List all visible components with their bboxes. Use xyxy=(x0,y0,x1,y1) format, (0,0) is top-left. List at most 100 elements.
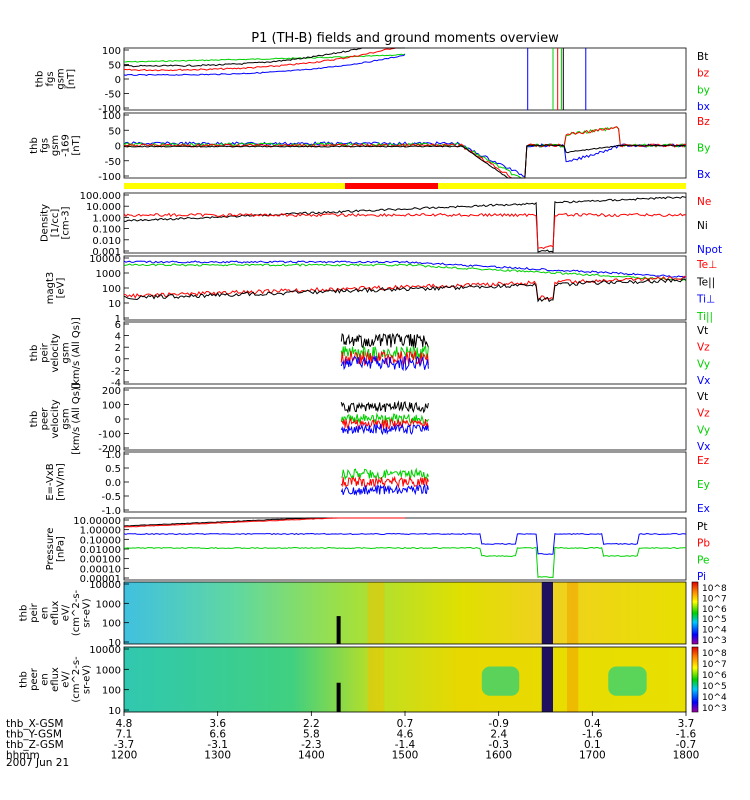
y-tick-label: 2 xyxy=(115,343,121,354)
legend-entry: by xyxy=(697,84,710,96)
y-axis-label: thb xyxy=(29,411,40,428)
panel-3: 100.00010.0001.0000.1000.0100.001 Density… xyxy=(40,191,723,258)
x-row-value: 0.1 xyxy=(584,739,601,751)
y-tick-label: 0.001 xyxy=(92,247,121,258)
y-tick-label: 1000 xyxy=(96,269,121,280)
legend-entry: Ex xyxy=(697,503,710,515)
legend-entry: Vx xyxy=(697,441,710,453)
y-axis-label: Pressure xyxy=(45,528,56,571)
y-axis-label: E=-VxB xyxy=(45,463,56,500)
y-tick-label: 10000 xyxy=(89,580,121,591)
legend-entry: bz xyxy=(697,68,710,80)
legend-entry: Vz xyxy=(697,342,710,354)
colorbar-label: 10^4 xyxy=(702,626,727,636)
y-tick-label: -0.5 xyxy=(101,492,121,503)
colorbar xyxy=(691,581,699,645)
y-axis-label: (cm^2-s- xyxy=(71,656,82,703)
x-row-value: 6.6 xyxy=(209,729,226,741)
colorbar-label: 10^5 xyxy=(702,615,727,625)
y-tick-label: 200 xyxy=(102,386,121,397)
y-tick-label: 10 xyxy=(108,638,121,649)
trace-black xyxy=(340,332,429,349)
x-row-value: 3.7 xyxy=(678,718,695,730)
y-axis-label: peir xyxy=(29,602,40,622)
y-axis-label: [eV] xyxy=(55,278,66,299)
spectrogram-blob xyxy=(608,666,647,696)
y-tick-label: -4 xyxy=(111,378,121,389)
x-row-value: -0.3 xyxy=(488,739,509,751)
x-row-value: -1.4 xyxy=(395,739,416,751)
trace-bz xyxy=(124,47,405,72)
y-axis-label: [1/cc] xyxy=(50,209,61,238)
y-tick-label: 1 xyxy=(115,314,121,325)
spectrogram-dropout xyxy=(541,582,553,644)
spectrogram-band xyxy=(367,582,385,644)
colorbar-label: 10^4 xyxy=(702,693,727,703)
y-tick-label: 100 xyxy=(102,284,121,295)
panel-frame xyxy=(123,192,687,254)
legend-entry: bx xyxy=(697,101,710,113)
spectrogram-band xyxy=(367,647,385,712)
trace-black xyxy=(340,400,429,414)
trace-Pe xyxy=(124,546,686,578)
y-tick-label: 0.00010 xyxy=(80,564,121,575)
y-axis-label: thb xyxy=(29,137,40,154)
trace-Bt xyxy=(124,47,405,68)
legend-entry: Npot xyxy=(697,244,722,256)
legend-entry: Te⊥ xyxy=(696,259,717,271)
y-axis-label: en xyxy=(40,673,51,686)
legend-entry: Vz xyxy=(697,408,710,420)
trace-red xyxy=(341,417,429,431)
y-axis-label: gsm xyxy=(61,342,72,363)
y-tick-label: -100 xyxy=(98,172,121,183)
mode-bar-red xyxy=(345,183,438,189)
y-tick-label: 100 xyxy=(102,401,121,412)
chart-title: P1 (TH-B) fields and ground moments over… xyxy=(251,31,559,46)
x-row-value: -0.9 xyxy=(488,718,509,730)
y-axis-label: fgs xyxy=(45,71,56,86)
y-axis-label: [mV/m] xyxy=(55,463,66,501)
legend-entry: Pb xyxy=(697,538,710,550)
legend-entry: Ti|| xyxy=(696,311,713,323)
y-axis-label: gsm xyxy=(50,135,61,156)
trace-blue xyxy=(124,141,686,177)
x-row-value: 1300 xyxy=(204,750,231,762)
panel-9: 10^810^710^610^510^410^3 10000 1000 100 10 th… xyxy=(19,580,727,649)
y-tick-label: -1.0 xyxy=(101,506,121,517)
y-axis-label: [nT] xyxy=(66,69,77,89)
x-row-value: 1700 xyxy=(579,750,606,762)
panel-frame xyxy=(123,321,687,385)
legend-entry: Pt xyxy=(697,521,707,533)
panel-1: 100 50 0 -50 -100 thb fgs gsm [nT] Bt bz by bx xyxy=(34,46,710,115)
y-tick-label: 10 xyxy=(108,299,121,310)
y-tick-label: 1.00000 xyxy=(80,526,121,537)
x-row-value: 1200 xyxy=(111,750,138,762)
legend-entry: Te|| xyxy=(696,276,715,288)
y-axis-label: peer xyxy=(29,667,40,691)
colorbar xyxy=(691,646,699,713)
x-row-value: 5.8 xyxy=(303,729,320,741)
colorbar-label: 10^8 xyxy=(702,649,727,659)
trace-red xyxy=(340,349,429,367)
y-axis-label: velocity xyxy=(50,399,61,438)
y-tick-label: 100.000 xyxy=(80,191,121,202)
x-row-value: 0.7 xyxy=(397,718,414,730)
trace-black xyxy=(124,144,686,179)
spectrogram-gap xyxy=(336,682,341,712)
legend-entry: Pi xyxy=(697,571,706,583)
legend-entry: Vy xyxy=(697,424,710,436)
y-tick-label: 0.010 xyxy=(92,236,121,247)
y-axis-label: eV/ xyxy=(61,671,72,688)
trace-red xyxy=(124,126,686,179)
y-tick-label: -2 xyxy=(111,366,121,377)
trace-by xyxy=(124,53,406,63)
panel-10: 10^810^710^610^510^410^3 10000 1000 100 10 th… xyxy=(19,645,727,717)
panel-frame xyxy=(123,47,687,111)
trace-Ti-perp xyxy=(124,260,686,279)
y-axis-label: peer xyxy=(40,407,51,431)
y-tick-label: 1000 xyxy=(96,599,121,610)
legend-entry: Bz xyxy=(697,116,710,128)
x-row-label: thb_X-GSM xyxy=(6,718,63,730)
y-tick-label: 6 xyxy=(115,320,121,331)
